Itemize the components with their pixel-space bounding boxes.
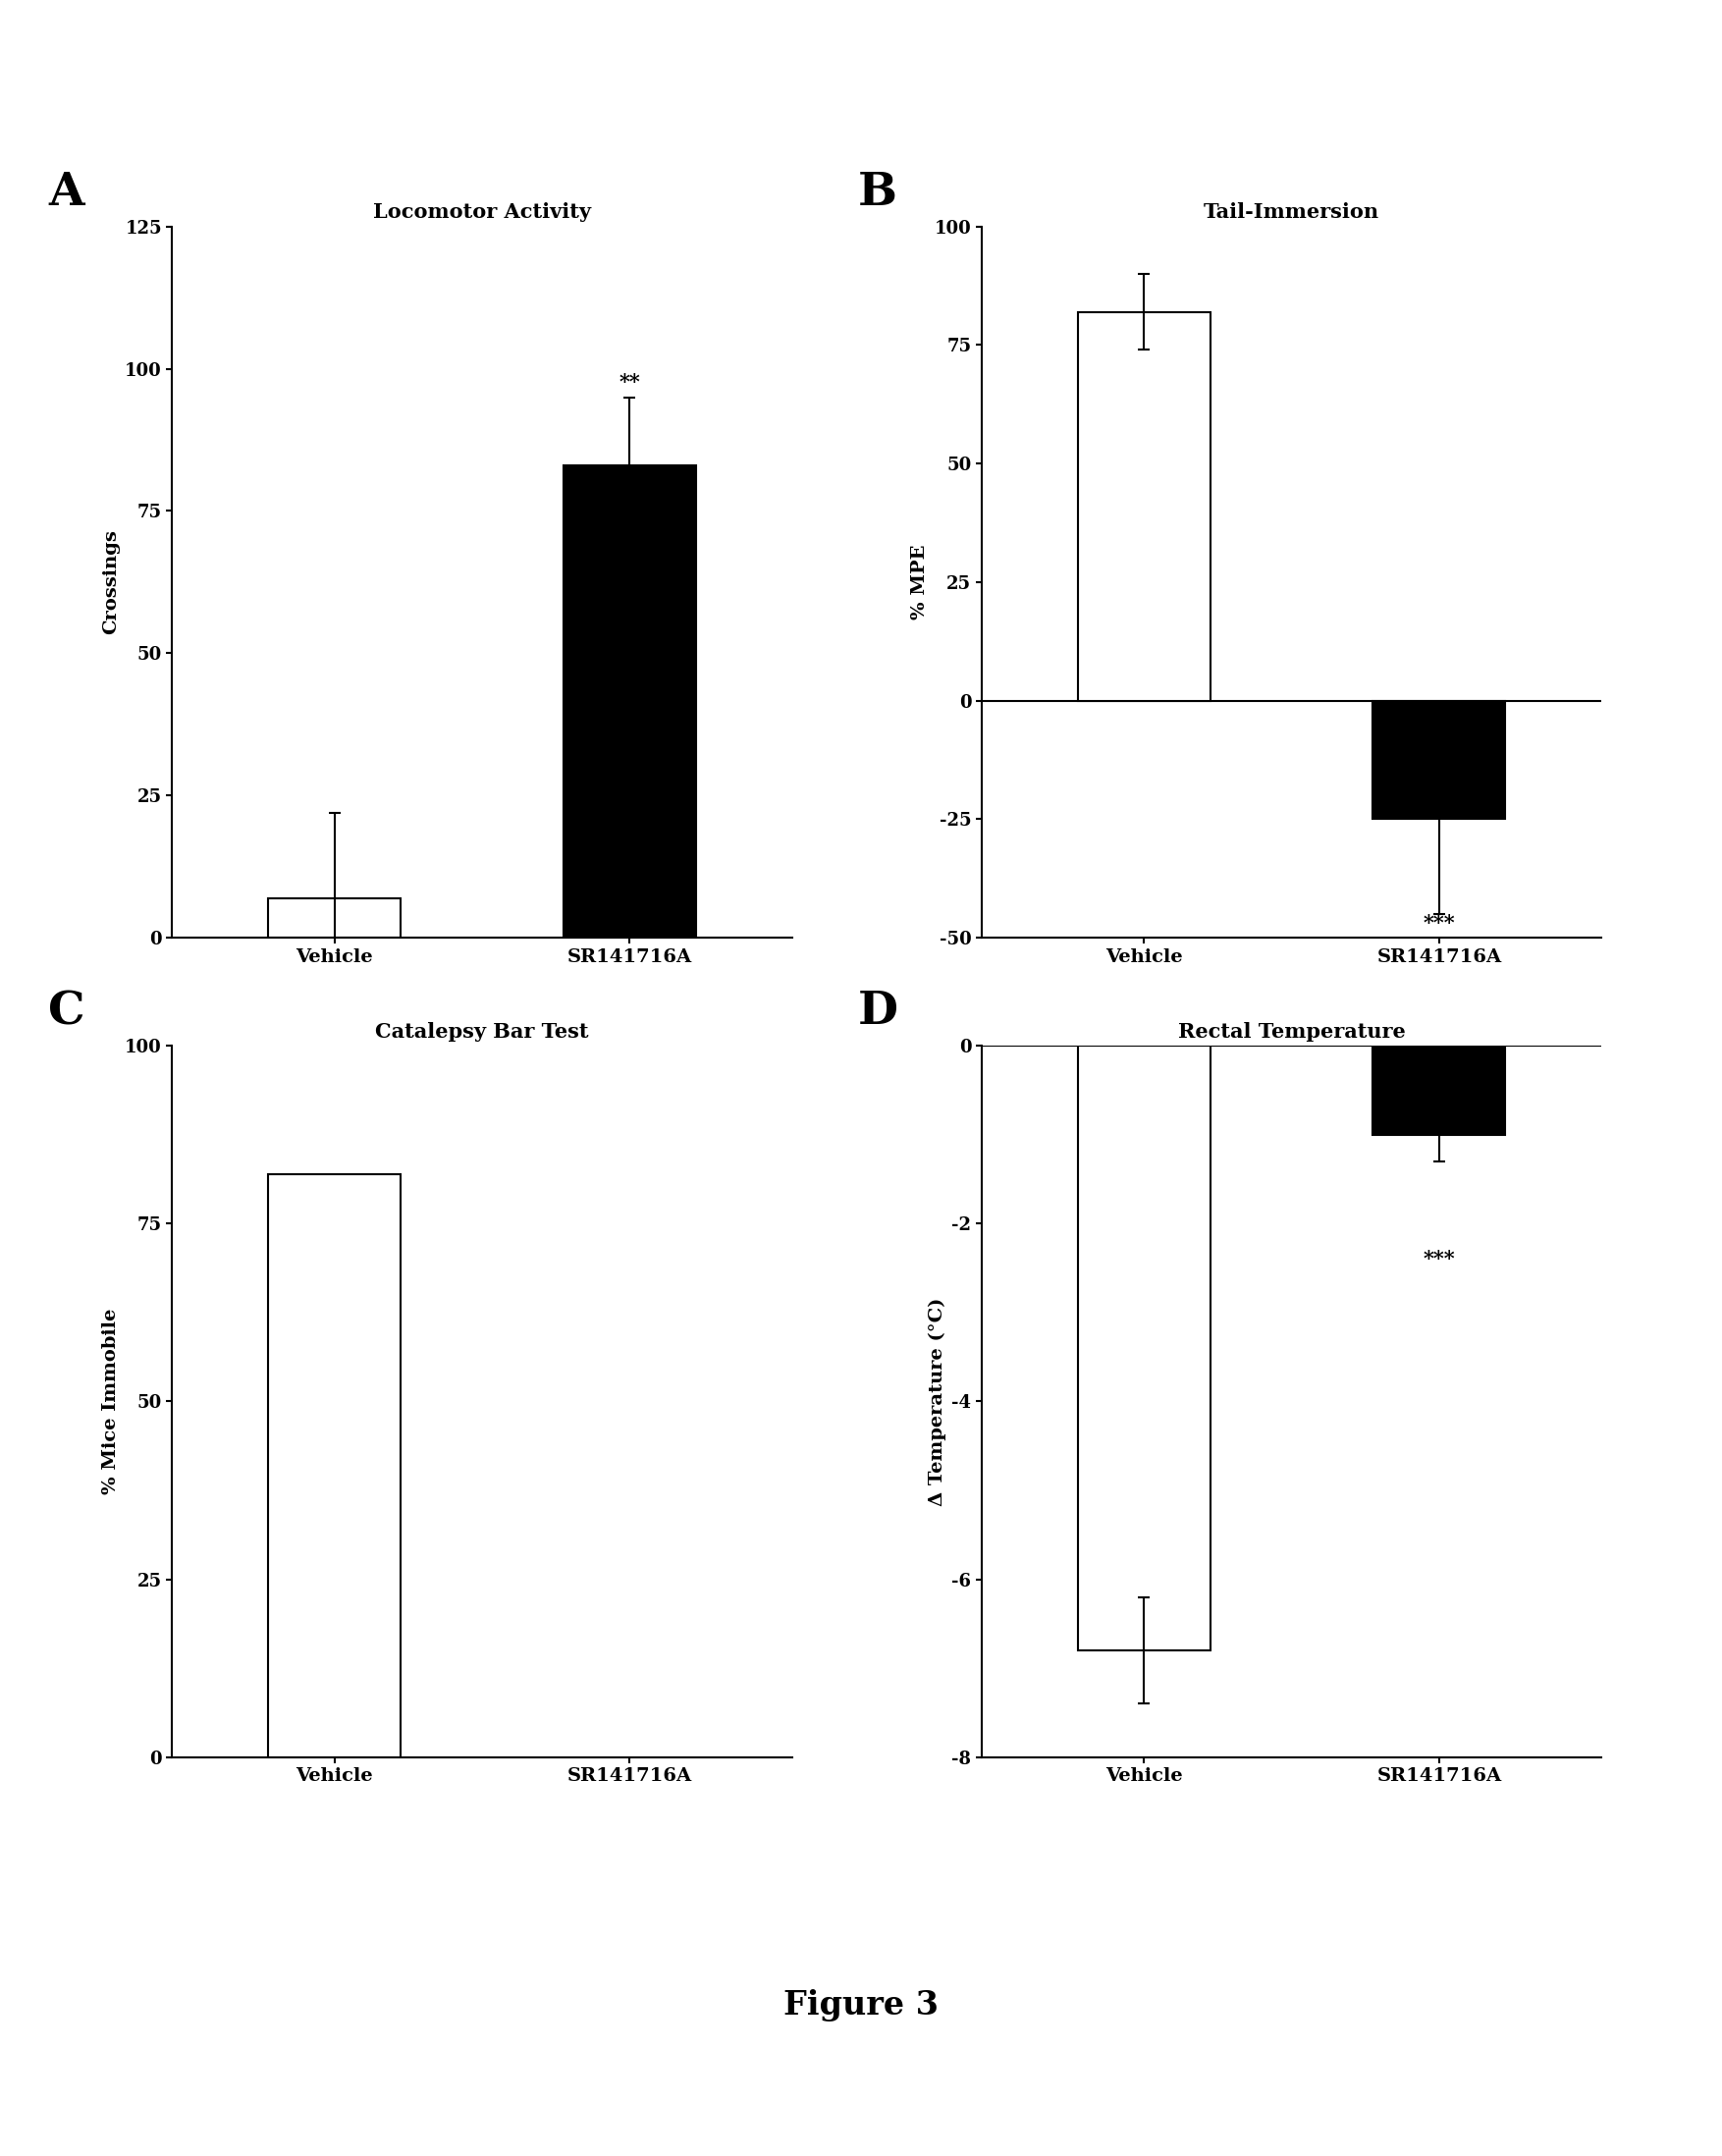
Bar <box>1078 313 1211 701</box>
Bar <box>563 466 696 938</box>
Bar <box>269 1173 401 1757</box>
Bar <box>1372 1046 1505 1134</box>
Y-axis label: Δ Temperature (°C): Δ Temperature (°C) <box>928 1298 945 1505</box>
Title: Rectal Temperature: Rectal Temperature <box>1178 1022 1405 1041</box>
Bar <box>269 899 401 938</box>
Text: ***: *** <box>1422 1248 1455 1268</box>
Y-axis label: % Mice Immobile: % Mice Immobile <box>102 1309 119 1494</box>
Bar <box>1372 701 1505 819</box>
Text: D: D <box>858 990 897 1035</box>
Text: B: B <box>858 170 897 216</box>
Title: Tail-Immersion: Tail-Immersion <box>1204 203 1379 222</box>
Text: Figure 3: Figure 3 <box>784 1988 938 2022</box>
Y-axis label: Crossings: Crossings <box>102 530 119 634</box>
Text: **: ** <box>620 371 641 392</box>
Text: A: A <box>48 170 84 216</box>
Text: C: C <box>48 990 84 1035</box>
Title: Catalepsy Bar Test: Catalepsy Bar Test <box>375 1022 589 1041</box>
Y-axis label: % MPE: % MPE <box>911 545 928 619</box>
Title: Locomotor Activity: Locomotor Activity <box>374 203 591 222</box>
Bar <box>1078 1046 1211 1651</box>
Text: ***: *** <box>1422 914 1455 934</box>
